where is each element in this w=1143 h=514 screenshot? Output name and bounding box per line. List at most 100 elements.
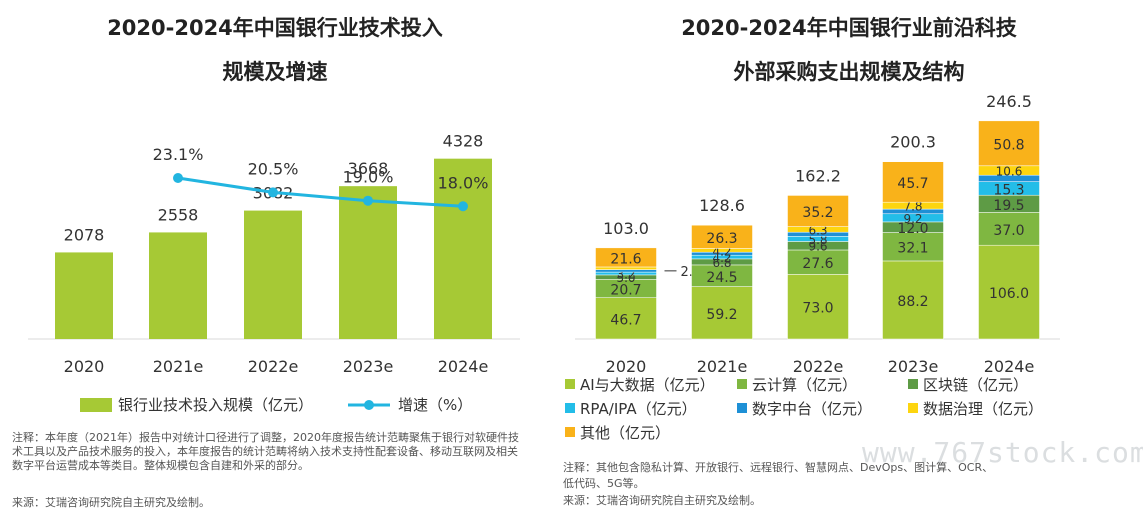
left-bar-2024e [434, 158, 492, 339]
right-segment-label: 106.0 [989, 286, 1029, 302]
left-growth-point [363, 195, 373, 206]
right-segment-2024e [978, 244, 1040, 340]
right-segment-2020 [595, 269, 657, 273]
left-chart-note: 注释：本年度（2021年）报告中对统计口径进行了调整，2020年度报告统计范畴聚… [12, 431, 519, 472]
left-bar-2021e [149, 232, 207, 339]
right-x-tick-label: 2023e [888, 357, 939, 376]
right-segment-2020 [595, 297, 657, 340]
right-segment-label: 27.6 [802, 256, 833, 272]
right-segment-label: 21.6 [610, 251, 641, 267]
left-bar-value-label: 4328 [443, 132, 484, 151]
right-segment-2023e [882, 260, 944, 340]
right-segment-label: 15.3 [993, 182, 1024, 198]
right-legend-swatch [908, 403, 918, 413]
right-chart-title-line2: 外部采购支出规模及结构 [733, 60, 965, 84]
right-segment-label: 50.8 [993, 137, 1024, 153]
right-segment-label: 10.6 [996, 164, 1023, 178]
right-segment-label: 6.3 [808, 223, 827, 237]
right-legend-label: AI与大数据（亿元） [580, 376, 715, 394]
left-x-tick-label: 2024e [438, 357, 489, 376]
right-segment-label: 6.8 [712, 256, 731, 270]
left-growth-line [177, 176, 464, 208]
right-segment-label: 35.2 [802, 205, 833, 221]
right-segment-label: 12.0 [897, 221, 928, 237]
right-total-label: 200.3 [890, 133, 936, 152]
right-segment-2023e [882, 232, 944, 262]
right-segment-2021e [691, 224, 753, 249]
right-legend-label: 数字中台（亿元） [752, 400, 872, 418]
left-chart-title-line1: 2020-2024年中国银行业技术投入 [107, 16, 443, 40]
right-legend-label: 区块链（亿元） [923, 376, 1028, 394]
right-segment-2022e [787, 274, 849, 340]
right-total-label: 246.5 [986, 92, 1032, 111]
left-x-tick-label: 2022e [248, 357, 299, 376]
left-bar-2023e [339, 186, 397, 339]
right-total-label: 162.2 [795, 166, 841, 185]
legend-label-tech-investment: 银行业技术投入规模（亿元） [118, 396, 313, 414]
right-legend-label: 其他（亿元） [580, 424, 670, 442]
left-x-tick-label: 2020 [64, 357, 105, 376]
right-segment-label: 88.2 [897, 294, 928, 310]
right-total-label: 128.6 [699, 196, 745, 215]
left-bar-value-label: 3668 [348, 159, 389, 178]
right-chart-note-line2: 低代码、5G等。 [563, 477, 645, 490]
right-segment-label: 26.3 [706, 231, 737, 247]
right-segment-label: 9.2 [903, 212, 922, 226]
left-chart-svg: 2078202025582021e30822022e36682023e43282… [28, 132, 520, 414]
left-growth-point [458, 201, 468, 212]
left-bar-value-label: 2078 [64, 225, 105, 244]
right-segment-label: 24.5 [706, 270, 737, 286]
right-legend-swatch [565, 403, 575, 413]
left-growth-label: 20.5% [248, 159, 299, 178]
right-segment-label: 37.0 [993, 223, 1024, 239]
right-x-tick-label: 2022e [793, 357, 844, 376]
legend-swatch-tech-investment [80, 398, 112, 412]
right-segment-2024e [978, 212, 1040, 246]
watermark: www.767stock.com [862, 436, 1143, 469]
right-segment-label: 19.5 [993, 198, 1024, 214]
left-x-tick-label: 2021e [153, 357, 204, 376]
right-chart-title-line1: 2020-2024年中国银行业前沿科技 [681, 16, 1017, 40]
left-bar-2020 [55, 252, 113, 339]
right-segment-label: 45.7 [897, 176, 928, 192]
right-segment-2020 [595, 247, 657, 268]
left-growth-label: 19.0% [343, 168, 394, 187]
legend-label-growth: 增速（%） [398, 396, 472, 414]
right-chart-note-line1: 注释：其他包含隐私计算、开放银行、远程银行、智慧网点、DevOps、图计算、OC… [563, 461, 994, 474]
left-growth-point [173, 173, 183, 183]
right-segment-label: 73.0 [802, 301, 833, 317]
right-segment-label: 32.1 [897, 241, 928, 257]
left-bar-2022e [244, 210, 302, 339]
right-legend-swatch [565, 427, 575, 437]
right-chart-panel: 2020-2024年中国银行业前沿科技 外部采购支出规模及结构 46.7 20.7… [555, 0, 1143, 514]
right-segment-label: 20.7 [610, 283, 641, 299]
right-chart-svg: 46.720.75.03.2 2.821.6103.0202059.224.56.… [565, 92, 1060, 442]
left-growth-label: 18.0% [438, 173, 489, 192]
left-x-tick-label: 2023e [343, 357, 394, 376]
left-growth-point [268, 187, 278, 198]
right-x-tick-label: 2021e [697, 357, 748, 376]
right-x-tick-label: 2020 [606, 357, 647, 376]
right-segment-2024e [978, 120, 1040, 167]
left-bar-value-label: 2558 [158, 205, 199, 224]
right-legend-swatch [737, 403, 747, 413]
left-growth-label: 23.1% [153, 145, 204, 164]
right-segment-label: 46.7 [610, 312, 641, 328]
right-legend-swatch [565, 379, 575, 389]
right-chart-source: 来源：艾瑞咨询研究院自主研究及绘制。 [563, 494, 761, 507]
left-chart-panel: 2020-2024年中国银行业技术投入 规模及增速 2078 2020 2558 20… [0, 0, 550, 514]
right-legend-label: 数据治理（亿元） [923, 400, 1043, 418]
right-legend-swatch [737, 379, 747, 389]
right-legend-swatch [908, 379, 918, 389]
right-segment-label: 7.8 [903, 200, 922, 214]
right-total-label: 103.0 [603, 219, 649, 238]
right-segment-label: 9.6 [808, 240, 827, 254]
right-segment-2021e [691, 286, 753, 340]
right-segment-label: 59.2 [706, 307, 737, 323]
left-chart-title-line2: 规模及增速 [222, 60, 328, 84]
right-segment-2023e [882, 161, 944, 203]
left-chart-source: 来源：艾瑞咨询研究院自主研究及绘制。 [12, 496, 210, 509]
right-legend-label: 云计算（亿元） [752, 376, 857, 394]
right-segment-2022e [787, 249, 849, 275]
right-x-tick-label: 2024e [984, 357, 1035, 376]
